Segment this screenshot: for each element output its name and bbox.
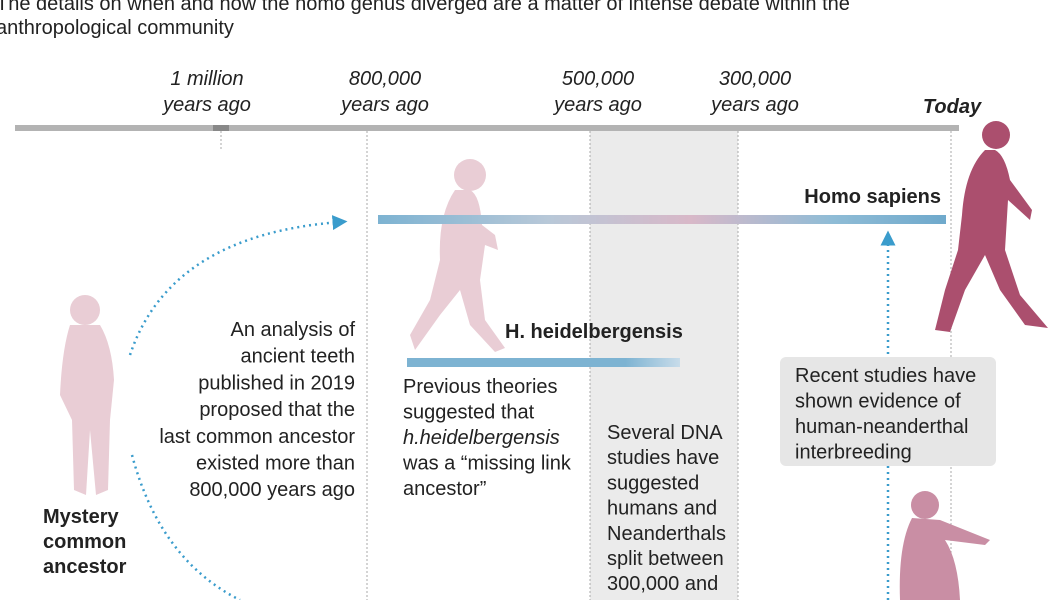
species-label: ancestor xyxy=(43,556,127,578)
neanderthal-figure xyxy=(899,491,990,600)
sapiens-range xyxy=(378,215,946,224)
intro-text: The details on when and how the homo gen… xyxy=(0,0,850,15)
note-text: studies have xyxy=(607,447,719,469)
note-text: shown evidence of xyxy=(795,391,961,413)
period-lines xyxy=(220,131,952,600)
note-text: Several DNA xyxy=(607,422,723,444)
note-text: suggested that xyxy=(403,402,535,424)
sapiens-figure xyxy=(935,121,1048,332)
note-text: 800,000 years ago xyxy=(189,479,355,501)
timeline-label: years ago xyxy=(339,94,429,116)
timeline-label: 1 million xyxy=(170,68,243,90)
note-text: humans and xyxy=(607,498,717,520)
species-label: Homo sapiens xyxy=(804,186,941,208)
texts: The details on when and how the homo gen… xyxy=(0,0,982,595)
note-text: h.heidelbergensis xyxy=(403,427,560,449)
note-text: ancient teeth xyxy=(240,346,355,368)
timeline-label: Today xyxy=(923,96,982,118)
note-text: was a “missing link xyxy=(402,453,572,475)
timeline-bar xyxy=(15,125,959,131)
note-text: An analysis of xyxy=(230,319,355,341)
timeline-label: 800,000 xyxy=(349,68,421,90)
note-text: interbreeding xyxy=(795,442,912,464)
note-text: ancestor” xyxy=(403,478,486,500)
note-text: Previous theories xyxy=(403,376,558,398)
timeline-label: years ago xyxy=(161,94,251,116)
species-label: Mystery xyxy=(43,506,119,528)
species-label: H. heidelbergensis xyxy=(505,321,683,343)
species-label: common xyxy=(43,531,126,553)
note-text: Recent studies have xyxy=(795,365,976,387)
timeline-label: years ago xyxy=(552,94,642,116)
note-text: human-neanderthal xyxy=(795,416,968,438)
note-text: 300,000 and xyxy=(607,573,718,595)
note-text: existed more than xyxy=(196,453,355,475)
timeline-label: years ago xyxy=(709,94,799,116)
heidelbergensis-range xyxy=(407,358,680,367)
timeline-tick xyxy=(213,125,229,131)
ancestor-figure xyxy=(60,295,114,495)
note-text: proposed that the xyxy=(199,399,355,421)
note-text: split between xyxy=(607,548,724,570)
note-box xyxy=(780,357,996,466)
intro-text: anthropological community xyxy=(0,17,234,39)
timeline-label: 500,000 xyxy=(562,68,634,90)
note-text: last common ancestor xyxy=(159,426,355,448)
note-text: Neanderthals xyxy=(607,523,726,545)
timeline-label: 300,000 xyxy=(719,68,791,90)
note-text: published in 2019 xyxy=(198,372,355,394)
note-text: suggested xyxy=(607,472,699,494)
heidelbergensis-figure xyxy=(410,159,505,352)
